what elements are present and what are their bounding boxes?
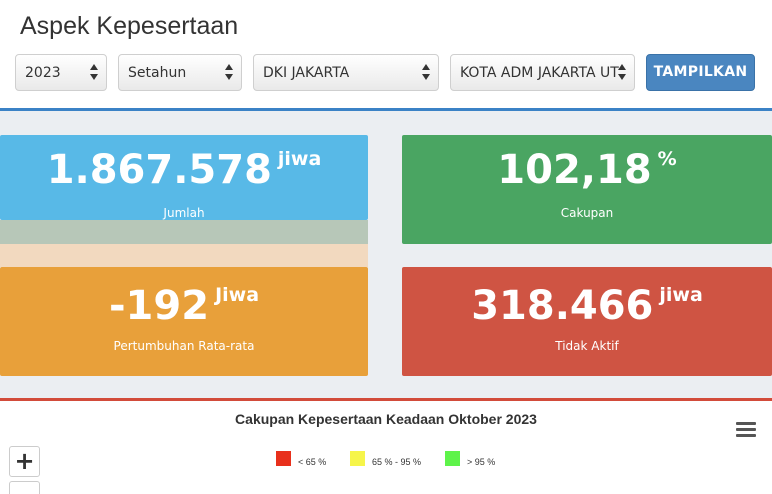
map-chart-panel <box>0 398 772 494</box>
jumlah-value: 1.867.578 <box>46 147 272 193</box>
legend-swatch <box>350 451 365 466</box>
pertumbuhan-value: -192 <box>108 283 210 329</box>
chart-title: Cakupan Kepesertaan Keadaan Oktober 2023 <box>235 411 537 427</box>
jumlah-label: Jumlah <box>163 206 205 220</box>
chevron-updown-icon <box>422 64 431 82</box>
zoom-in-button[interactable]: + <box>9 446 40 477</box>
chevron-updown-icon <box>618 64 627 82</box>
chevron-updown-icon <box>225 64 234 82</box>
divider-band <box>0 244 368 267</box>
legend-swatch <box>445 451 460 466</box>
legend-label: < 65 % <box>298 457 327 467</box>
province-select-value: DKI JAKARTA <box>263 65 350 81</box>
tampilkan-button[interactable]: TAMPILKAN <box>646 54 755 91</box>
page-title: Aspek Kepesertaan <box>20 12 239 40</box>
province-select[interactable]: DKI JAKARTA <box>253 54 439 91</box>
jumlah-unit: jiwa <box>277 148 322 170</box>
chevron-updown-icon <box>90 64 99 82</box>
cakupan-value: 102,18 <box>497 147 652 193</box>
hamburger-menu-icon[interactable] <box>736 422 756 438</box>
period-select-value: Setahun <box>128 65 187 81</box>
pertumbuhan-label: Pertumbuhan Rata-rata <box>113 339 255 353</box>
zoom-out-button[interactable]: − <box>9 481 40 494</box>
divider-band <box>0 220 368 244</box>
year-select-value: 2023 <box>25 65 61 81</box>
cakupan-unit: % <box>657 148 677 170</box>
city-select[interactable]: KOTA ADM JAKARTA UT <box>450 54 635 91</box>
stat-card-tidak-aktif: 318.466 jiwa Tidak Aktif <box>402 267 772 376</box>
tidak-aktif-unit: jiwa <box>659 284 703 306</box>
tidak-aktif-label: Tidak Aktif <box>555 339 619 353</box>
legend-label: 65 % - 95 % <box>372 457 422 467</box>
stat-card-jumlah: 1.867.578 jiwa Jumlah <box>0 135 368 220</box>
stat-card-cakupan: 102,18% Cakupan <box>402 135 772 244</box>
city-select-value: KOTA ADM JAKARTA UT <box>460 65 619 81</box>
tidak-aktif-value: 318.466 <box>471 283 654 329</box>
year-select[interactable]: 2023 <box>15 54 107 91</box>
cakupan-label: Cakupan <box>560 206 614 220</box>
stat-card-pertumbuhan: -192 Jiwa Pertumbuhan Rata-rata <box>0 267 368 376</box>
legend-swatch <box>276 451 291 466</box>
legend-label: > 95 % <box>467 457 496 467</box>
period-select[interactable]: Setahun <box>118 54 242 91</box>
pertumbuhan-unit: Jiwa <box>215 284 260 306</box>
